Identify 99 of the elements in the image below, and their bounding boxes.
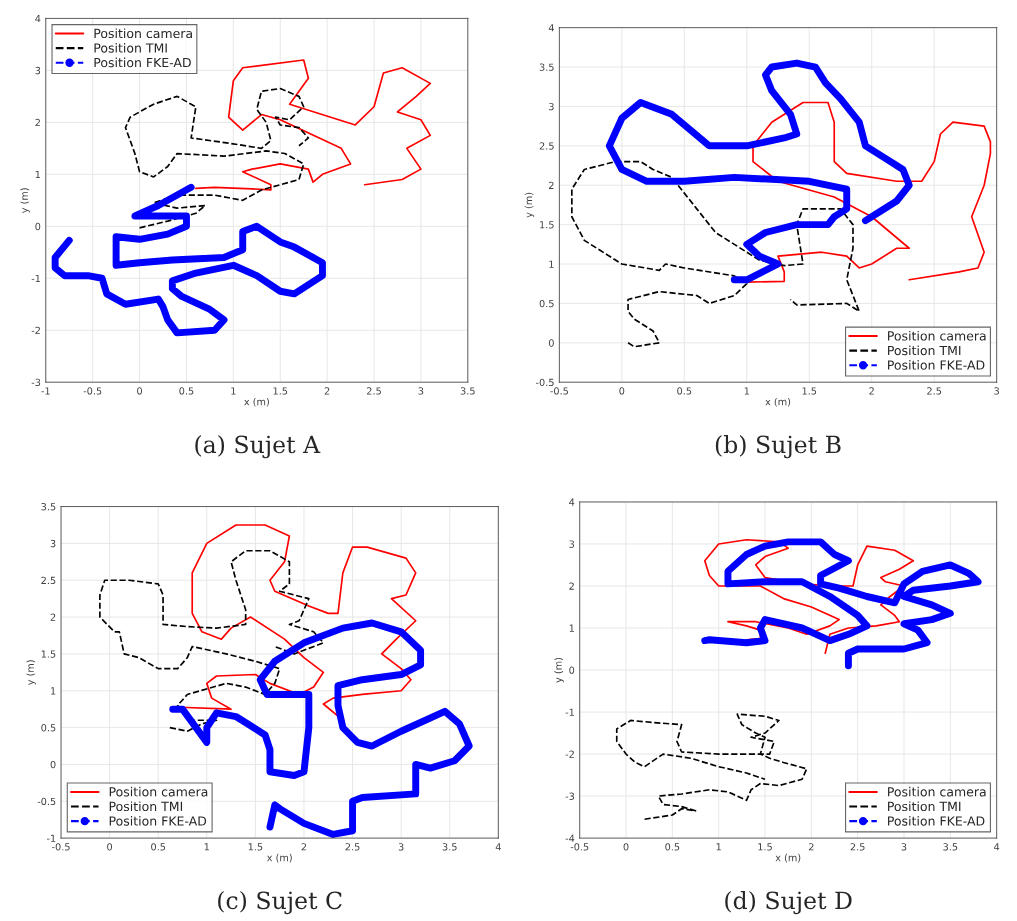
y-tick-label: 1 bbox=[51, 687, 56, 695]
x-tick-label: 0 bbox=[623, 843, 629, 851]
y-tick-label: 2 bbox=[50, 613, 56, 621]
y-tick-label: -0.5 bbox=[536, 378, 554, 387]
x-tick-label: 0.5 bbox=[665, 843, 680, 851]
y-axis-title: y (m) bbox=[554, 657, 564, 683]
y-tick-label: 3 bbox=[549, 102, 554, 111]
x-tick-label: 3.5 bbox=[943, 843, 958, 851]
x-tick-label: 0 bbox=[137, 387, 142, 395]
y-tick-label: 1.5 bbox=[41, 650, 56, 658]
x-tick-label: 3 bbox=[994, 387, 999, 395]
y-axis-title: y (m) bbox=[26, 660, 36, 685]
x-tick-label: 1.5 bbox=[248, 843, 263, 851]
y-tick-label: 3 bbox=[569, 540, 575, 548]
x-tick-label: 1.5 bbox=[273, 387, 288, 395]
x-tick-label: 4 bbox=[495, 843, 501, 851]
y-tick-label: 2 bbox=[549, 181, 554, 189]
legend-label: Position camera bbox=[94, 28, 192, 39]
x-tick-label: 0 bbox=[619, 387, 625, 395]
x-tick-label: 2 bbox=[869, 387, 874, 395]
y-tick-label: -1 bbox=[46, 834, 56, 842]
x-tick-label: 2 bbox=[808, 843, 814, 851]
y-tick-label: 4 bbox=[35, 15, 41, 23]
y-tick-label: 3.5 bbox=[539, 63, 554, 71]
x-tick-label: 2.5 bbox=[850, 843, 865, 851]
x-tick-label: 2.5 bbox=[345, 843, 360, 851]
x-tick-label: 1 bbox=[231, 387, 236, 395]
y-tick-label: -0.5 bbox=[37, 797, 56, 806]
x-tick-label: 2.5 bbox=[367, 387, 381, 395]
x-tick-label: 3.5 bbox=[442, 843, 457, 851]
y-tick-label: 0 bbox=[50, 760, 56, 769]
text: (a) Sujet A bbox=[195, 435, 321, 459]
x-tick-label: 1 bbox=[744, 387, 749, 395]
x-tick-label: -0.5 bbox=[83, 387, 102, 395]
x-tick-label: 3 bbox=[418, 387, 424, 395]
x-tick-label: 1 bbox=[716, 843, 721, 851]
y-axis-title: y (m) bbox=[524, 192, 535, 218]
x-tick-label: 0.5 bbox=[677, 387, 692, 395]
legend-label: Position TMI bbox=[109, 801, 183, 812]
y-tick-label: -1 bbox=[565, 708, 574, 716]
x-tick-label: 2 bbox=[324, 387, 330, 395]
y-tick-label: 2 bbox=[35, 118, 40, 127]
y-tick-label: 0.5 bbox=[41, 724, 56, 732]
legend-label: Position camera bbox=[888, 786, 986, 797]
legend-label: Position FKE-AD bbox=[94, 57, 191, 68]
x-axis-title: x (m) bbox=[267, 853, 292, 863]
y-tick-label: 0.5 bbox=[539, 299, 554, 308]
y-tick-label: 4 bbox=[548, 24, 554, 32]
y-tick-label: 1 bbox=[569, 624, 574, 632]
x-tick-label: 1.5 bbox=[758, 843, 772, 851]
y-tick-label: 3 bbox=[50, 539, 56, 548]
text: (c) Sujet C bbox=[218, 890, 342, 915]
x-tick-label: 2 bbox=[301, 843, 307, 851]
line-series bbox=[615, 713, 808, 821]
x-tick-label: 0 bbox=[107, 843, 113, 851]
text: (d) Sujet D bbox=[725, 890, 852, 915]
y-tick-label: -4 bbox=[565, 834, 575, 842]
legend-label: Position TMI bbox=[94, 43, 167, 53]
y-tick-label: 2.5 bbox=[539, 142, 554, 150]
text: (b) Sujet B bbox=[715, 435, 841, 459]
x-axis-title: x (m) bbox=[244, 397, 269, 407]
y-tick-label: 1 bbox=[549, 260, 554, 268]
y-tick-label: -3 bbox=[565, 792, 575, 800]
x-tick-label: 0.5 bbox=[179, 387, 194, 395]
x-tick-label: 0.5 bbox=[151, 843, 166, 851]
x-tick-label: 1 bbox=[204, 843, 209, 851]
x-axis-title: x (m) bbox=[775, 853, 801, 863]
y-tick-label: 4 bbox=[569, 498, 575, 506]
y-tick-label: -3 bbox=[31, 378, 41, 387]
x-axis-title: x (m) bbox=[765, 397, 791, 407]
legend-label: Position camera bbox=[109, 786, 208, 797]
legend-label: Position TMI bbox=[888, 801, 961, 812]
y-tick-label: 3 bbox=[35, 66, 41, 75]
x-tick-label: 1.5 bbox=[802, 387, 817, 395]
y-tick-label: 2 bbox=[569, 582, 574, 590]
legend-label: Position TMI bbox=[888, 345, 961, 356]
x-tick-label: 3.5 bbox=[460, 387, 475, 395]
y-tick-label: 2.5 bbox=[41, 576, 56, 585]
y-tick-label: -1 bbox=[31, 274, 41, 282]
legend-label: Position FKE-AD bbox=[888, 816, 985, 826]
x-tick-label: 4 bbox=[994, 843, 1000, 851]
x-tick-label: 3 bbox=[901, 843, 907, 851]
line-series bbox=[124, 87, 310, 229]
x-tick-label: 3 bbox=[398, 843, 404, 851]
x-tick-label: 2.5 bbox=[927, 387, 942, 395]
legend-label: Position FKE-AD bbox=[888, 360, 985, 370]
y-tick-label: 3.5 bbox=[41, 503, 56, 511]
y-tick-label: 0 bbox=[548, 339, 554, 347]
line-series bbox=[99, 549, 325, 733]
y-tick-label: 0 bbox=[35, 222, 41, 231]
line-series bbox=[571, 160, 861, 348]
legend-label: Position FKE-AD bbox=[109, 816, 207, 826]
y-tick-label: 0 bbox=[569, 666, 575, 674]
y-tick-label: 1.5 bbox=[540, 221, 554, 229]
y-tick-label: -2 bbox=[31, 326, 40, 334]
y-tick-label: -2 bbox=[565, 750, 574, 758]
y-tick-label: 1 bbox=[35, 170, 41, 179]
y-axis-title: y (m) bbox=[20, 188, 30, 213]
legend-label: Position camera bbox=[888, 330, 986, 341]
